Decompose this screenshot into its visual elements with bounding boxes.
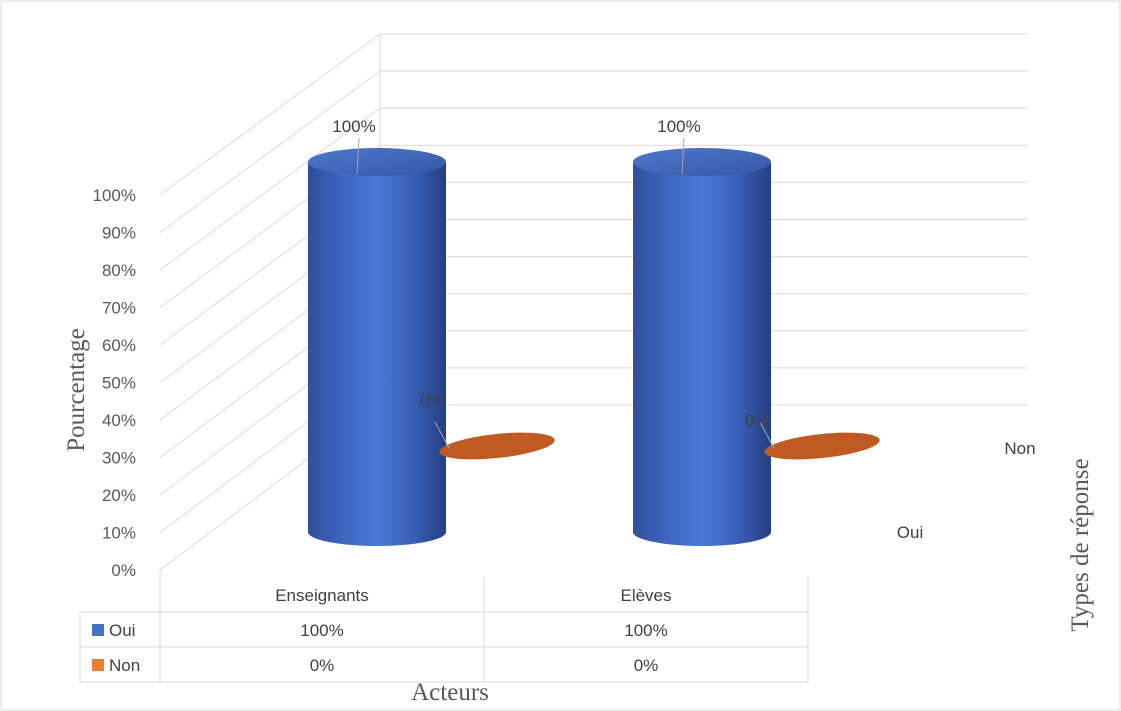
table-row-label: Oui xyxy=(109,621,135,640)
y-tick-label: 70% xyxy=(102,299,136,318)
bar-oui-body xyxy=(633,162,771,546)
bar-oui-top xyxy=(308,148,446,176)
depth-label-non: Non xyxy=(1004,439,1035,458)
y-tick-label: 90% xyxy=(102,224,136,243)
data-label-non: 0% xyxy=(745,411,770,430)
y-tick-label: 50% xyxy=(102,374,136,393)
legend-key-non xyxy=(92,659,104,671)
table-cell: 0% xyxy=(634,656,659,675)
bar-non-1 xyxy=(764,432,880,460)
data-label-oui: 100% xyxy=(332,117,375,136)
table-cell: 100% xyxy=(300,621,343,640)
y-tick-label: 0% xyxy=(111,561,136,580)
y-tick-label: 10% xyxy=(102,524,136,543)
leader-line xyxy=(434,421,450,449)
depth-label-oui: Oui xyxy=(897,523,923,542)
leader-line xyxy=(759,421,775,449)
table-cell: 0% xyxy=(310,656,335,675)
y-tick-label: 40% xyxy=(102,411,136,430)
leader-line xyxy=(681,137,685,175)
x-axis-title: Acteurs xyxy=(411,679,489,706)
bar-oui-body xyxy=(308,162,446,546)
bar-oui-top xyxy=(633,148,771,176)
legend-key-oui xyxy=(92,624,104,636)
leader-line xyxy=(356,137,360,175)
bars xyxy=(308,148,880,546)
data-label-non: 0% xyxy=(420,391,445,410)
y-tick-label: 20% xyxy=(102,486,136,505)
data-label-oui: 100% xyxy=(657,117,700,136)
y-tick-label: 60% xyxy=(102,336,136,355)
gridline-side xyxy=(159,107,381,271)
y-tick-label: 100% xyxy=(93,186,136,205)
data-table: Enseignants Elèves Oui 100% 100% Non 0% 0% xyxy=(79,577,809,683)
bar-oui-0 xyxy=(308,148,446,546)
depth-axis-labels: Non Oui xyxy=(897,439,1036,542)
y-tick-label: 80% xyxy=(102,261,136,280)
y-tick-label: 30% xyxy=(102,449,136,468)
gridline-side xyxy=(159,70,381,233)
y-axis-title: Pourcentage xyxy=(63,328,90,452)
table-row-label: Non xyxy=(109,656,140,675)
table-header-category: Enseignants xyxy=(275,586,369,605)
table-cell: 100% xyxy=(624,621,667,640)
bar-oui-1 xyxy=(633,148,771,546)
bar-non-0 xyxy=(439,432,555,460)
y-axis-ticks: 0% 10% 20% 30% 40% 50% 60% 70% 80% 90% 100% xyxy=(93,186,136,580)
data-labels: 100% 0% 100% 0% xyxy=(332,117,775,449)
depth-axis-title: Types de réponse xyxy=(1067,458,1094,631)
gridline-side xyxy=(159,33,381,196)
table-header-category: Elèves xyxy=(620,586,671,605)
